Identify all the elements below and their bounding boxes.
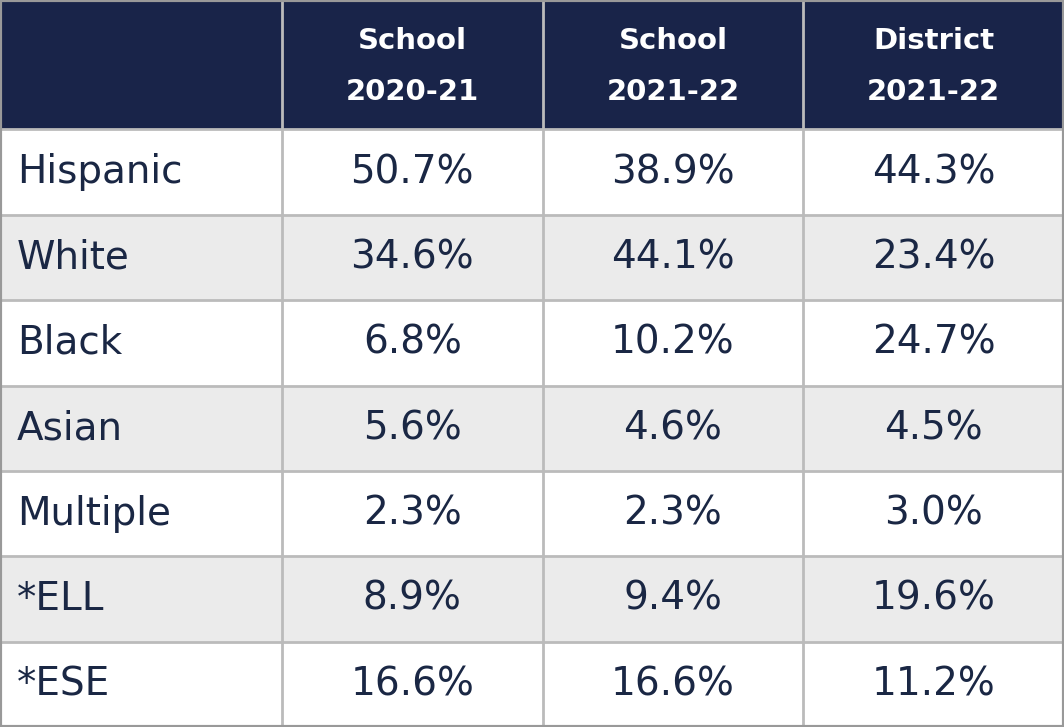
Text: 16.6%: 16.6% — [611, 665, 735, 703]
Text: 44.3%: 44.3% — [871, 153, 996, 191]
Bar — [543, 214, 803, 300]
Text: 16.6%: 16.6% — [350, 665, 475, 703]
Text: 19.6%: 19.6% — [871, 580, 996, 618]
Bar — [0, 129, 282, 214]
Bar — [282, 556, 543, 642]
Bar — [803, 129, 1064, 214]
Text: District: District — [874, 28, 994, 55]
Bar — [282, 385, 543, 471]
Text: 2021-22: 2021-22 — [606, 79, 739, 106]
Bar — [803, 471, 1064, 556]
Bar — [0, 300, 282, 385]
Bar — [543, 0, 803, 129]
Bar — [282, 642, 543, 727]
Bar — [543, 556, 803, 642]
Bar — [0, 471, 282, 556]
Bar — [803, 214, 1064, 300]
Bar — [803, 556, 1064, 642]
Bar — [543, 300, 803, 385]
Text: 11.2%: 11.2% — [871, 665, 996, 703]
Text: 23.4%: 23.4% — [871, 238, 996, 276]
Bar — [0, 642, 282, 727]
Bar — [543, 385, 803, 471]
Text: 5.6%: 5.6% — [363, 409, 462, 447]
Text: 44.1%: 44.1% — [611, 238, 735, 276]
Text: Asian: Asian — [17, 409, 123, 447]
Text: 34.6%: 34.6% — [350, 238, 475, 276]
Text: 50.7%: 50.7% — [350, 153, 475, 191]
Text: Multiple: Multiple — [17, 494, 171, 533]
Bar — [282, 0, 543, 129]
Text: 3.0%: 3.0% — [884, 494, 983, 533]
Text: 10.2%: 10.2% — [611, 324, 735, 362]
Bar — [0, 556, 282, 642]
Text: Black: Black — [17, 324, 122, 362]
Bar — [282, 129, 543, 214]
Text: 2021-22: 2021-22 — [867, 79, 1000, 106]
Bar — [543, 642, 803, 727]
Bar — [803, 300, 1064, 385]
Text: Hispanic: Hispanic — [17, 153, 182, 191]
Text: 2020-21: 2020-21 — [346, 79, 479, 106]
Bar — [0, 385, 282, 471]
Text: *ELL: *ELL — [17, 580, 104, 618]
Bar — [803, 642, 1064, 727]
Bar — [0, 0, 282, 129]
Text: 9.4%: 9.4% — [624, 580, 722, 618]
Bar — [803, 0, 1064, 129]
Text: White: White — [17, 238, 130, 276]
Text: 8.9%: 8.9% — [363, 580, 462, 618]
Text: 2.3%: 2.3% — [624, 494, 722, 533]
Text: School: School — [358, 28, 467, 55]
Bar — [0, 214, 282, 300]
Bar — [282, 214, 543, 300]
Text: School: School — [618, 28, 728, 55]
Bar — [803, 385, 1064, 471]
Text: 24.7%: 24.7% — [871, 324, 996, 362]
Bar — [282, 471, 543, 556]
Bar — [543, 471, 803, 556]
Text: 4.5%: 4.5% — [884, 409, 983, 447]
Text: 38.9%: 38.9% — [611, 153, 735, 191]
Bar — [543, 129, 803, 214]
Text: *ESE: *ESE — [17, 665, 111, 703]
Text: 6.8%: 6.8% — [363, 324, 462, 362]
Bar — [282, 300, 543, 385]
Text: 4.6%: 4.6% — [624, 409, 722, 447]
Text: 2.3%: 2.3% — [363, 494, 462, 533]
